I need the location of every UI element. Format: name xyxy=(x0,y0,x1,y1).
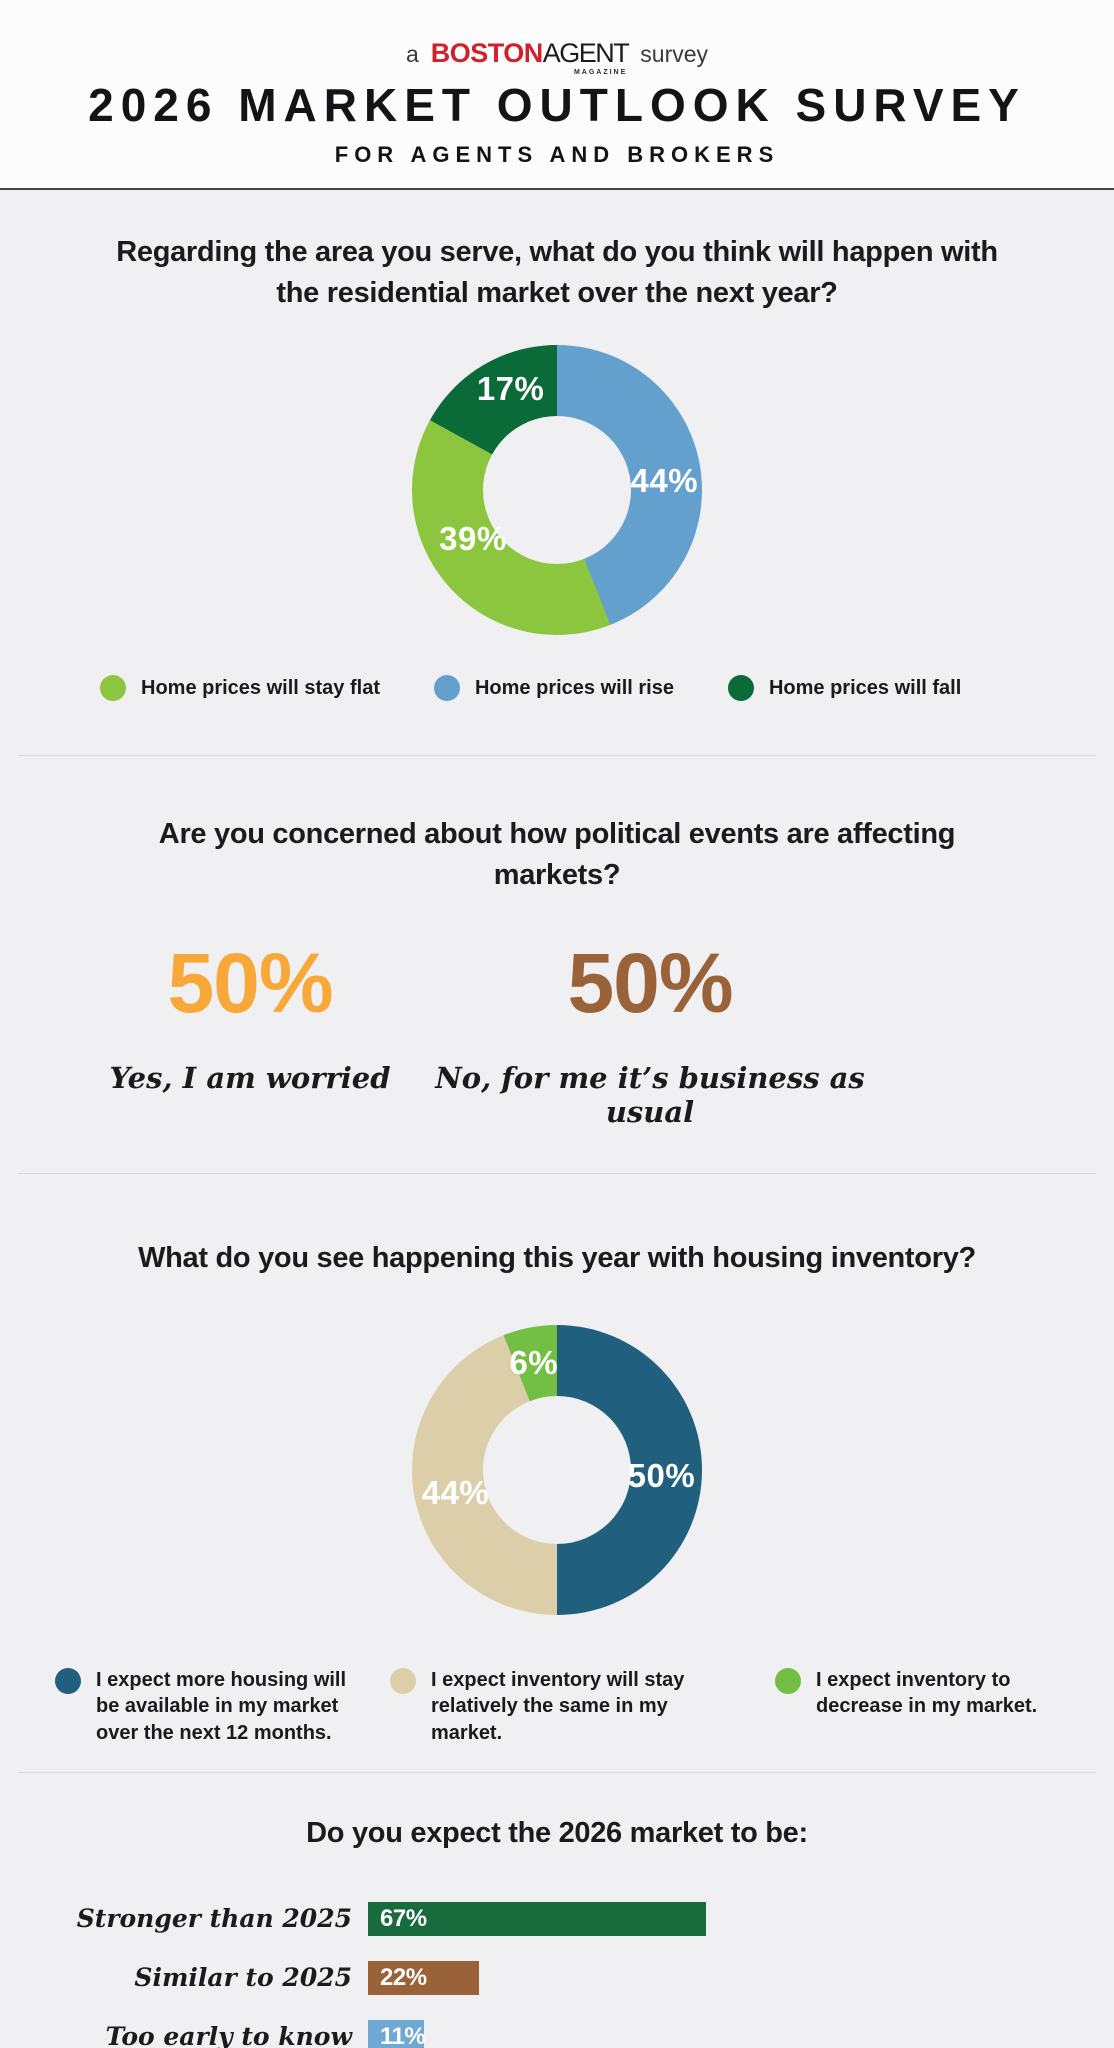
legend-dot xyxy=(55,1667,81,1694)
legend-item: Home prices will fall xyxy=(727,675,962,702)
bar-label: Stronger than 2025 xyxy=(76,1904,352,1934)
bar-row: Too early to know 11% xyxy=(0,2019,1114,2048)
legend-dot xyxy=(433,675,460,702)
legend-dot xyxy=(100,675,126,702)
stat-pair: 50% Yes, I am worried 50% No, for me it’… xyxy=(0,941,1114,1129)
bar-row: Similar to 2025 22% xyxy=(0,1960,1114,1995)
bar-value: 67% xyxy=(380,1904,427,1932)
question-political-events: Are you concerned about how political ev… xyxy=(158,818,956,891)
logo-magazine: MAGAZINE xyxy=(573,69,628,76)
legend-item: Home prices will rise xyxy=(433,675,674,702)
bar-value: 11% xyxy=(380,2022,426,2048)
bar-value: 22% xyxy=(380,1963,427,1991)
bar-label: Similar to 2025 xyxy=(134,1963,352,1993)
legend-label: I expect inventory to decrease in my mar… xyxy=(816,1668,1038,1718)
brand-line: a BOSTONAGENT MAGAZINE survey xyxy=(0,0,1114,77)
donut-segment-label: 50% xyxy=(627,1456,696,1494)
legend-dot xyxy=(727,675,754,702)
residential-market-donut-chart: 44% 39% 17% xyxy=(412,345,702,636)
legend-item: I expect inventory will stay relatively … xyxy=(390,1667,733,1746)
legend-label: I expect more housing will be available … xyxy=(96,1668,347,1744)
legend-dot xyxy=(390,1667,416,1694)
donut-segment-label: 39% xyxy=(439,520,507,558)
brand-suffix: survey xyxy=(640,41,709,67)
bar-row: Stronger than 2025 67% xyxy=(0,1901,1114,1936)
boston-agent-logo: BOSTONAGENT MAGAZINE xyxy=(430,38,630,77)
donut-hole xyxy=(483,1395,631,1544)
stat-label: No, for me it’s business as usual xyxy=(435,1061,865,1130)
legend-label: Home prices will rise xyxy=(474,676,674,699)
section-political-events: Are you concerned about how political ev… xyxy=(0,814,1114,1129)
bar-fill: 11% xyxy=(368,2019,426,2048)
header: a BOSTONAGENT MAGAZINE survey 2026 MARKET… xyxy=(0,0,1114,190)
legend-residential-market: Home prices will stay flat Home prices w… xyxy=(0,675,1114,702)
legend-label: Home prices will fall xyxy=(768,676,962,699)
donut-segment-label: 6% xyxy=(509,1343,559,1381)
section-divider xyxy=(18,755,1096,757)
section-2026-expectation: Do you expect the 2026 market to be: Str… xyxy=(0,1813,1114,2048)
stat-yes-worried: 50% Yes, I am worried xyxy=(100,941,400,1129)
logo-agent: AGENT xyxy=(542,38,630,68)
legend-item: I expect more housing will be available … xyxy=(55,1667,348,1746)
section-housing-inventory: What do you see happening this year with… xyxy=(0,1238,1114,1746)
stat-label: Yes, I am worried xyxy=(109,1061,391,1096)
question-residential-market: Regarding the area you serve, what do yo… xyxy=(116,236,998,309)
legend-item: Home prices will stay flat xyxy=(100,675,380,702)
page-title: 2026 MARKET OUTLOOK SURVEY xyxy=(88,79,1026,131)
donut-hole xyxy=(483,416,631,565)
logo-boston: BOSTON xyxy=(430,38,544,68)
legend-label: Home prices will stay flat xyxy=(141,676,380,699)
stat-value: 50% xyxy=(167,936,333,1031)
question-2026-expectation: Do you expect the 2026 market to be: xyxy=(306,1817,808,1850)
question-housing-inventory: What do you see happening this year with… xyxy=(138,1242,976,1275)
bar-label: Too early to know xyxy=(105,2022,352,2048)
bar-fill: 67% xyxy=(368,1901,706,1936)
donut-segment-label: 44% xyxy=(630,462,699,500)
page-subtitle: FOR AGENTS AND BROKERS xyxy=(334,141,780,167)
legend-label: I expect inventory will stay relatively … xyxy=(431,1668,685,1744)
legend-dot xyxy=(775,1667,801,1694)
brand-prefix: a xyxy=(405,41,419,67)
section-residential-market: Regarding the area you serve, what do yo… xyxy=(0,232,1114,702)
stat-no-business-as-usual: 50% No, for me it’s business as usual xyxy=(430,941,870,1129)
expectation-bar-chart: Stronger than 2025 67% Similar to 2025 2… xyxy=(0,1901,1114,2048)
bar-fill: 22% xyxy=(368,1960,479,1995)
section-divider xyxy=(18,1772,1096,1774)
housing-inventory-donut-chart: 50% 44% 6% xyxy=(412,1324,702,1615)
stat-value: 50% xyxy=(567,936,733,1031)
donut-segment-label: 44% xyxy=(421,1474,490,1512)
legend-housing-inventory: I expect more housing will be available … xyxy=(0,1667,1114,1746)
donut-segment-label: 17% xyxy=(476,369,545,407)
section-divider xyxy=(18,1173,1096,1175)
legend-item: I expect inventory to decrease in my mar… xyxy=(775,1667,1054,1720)
